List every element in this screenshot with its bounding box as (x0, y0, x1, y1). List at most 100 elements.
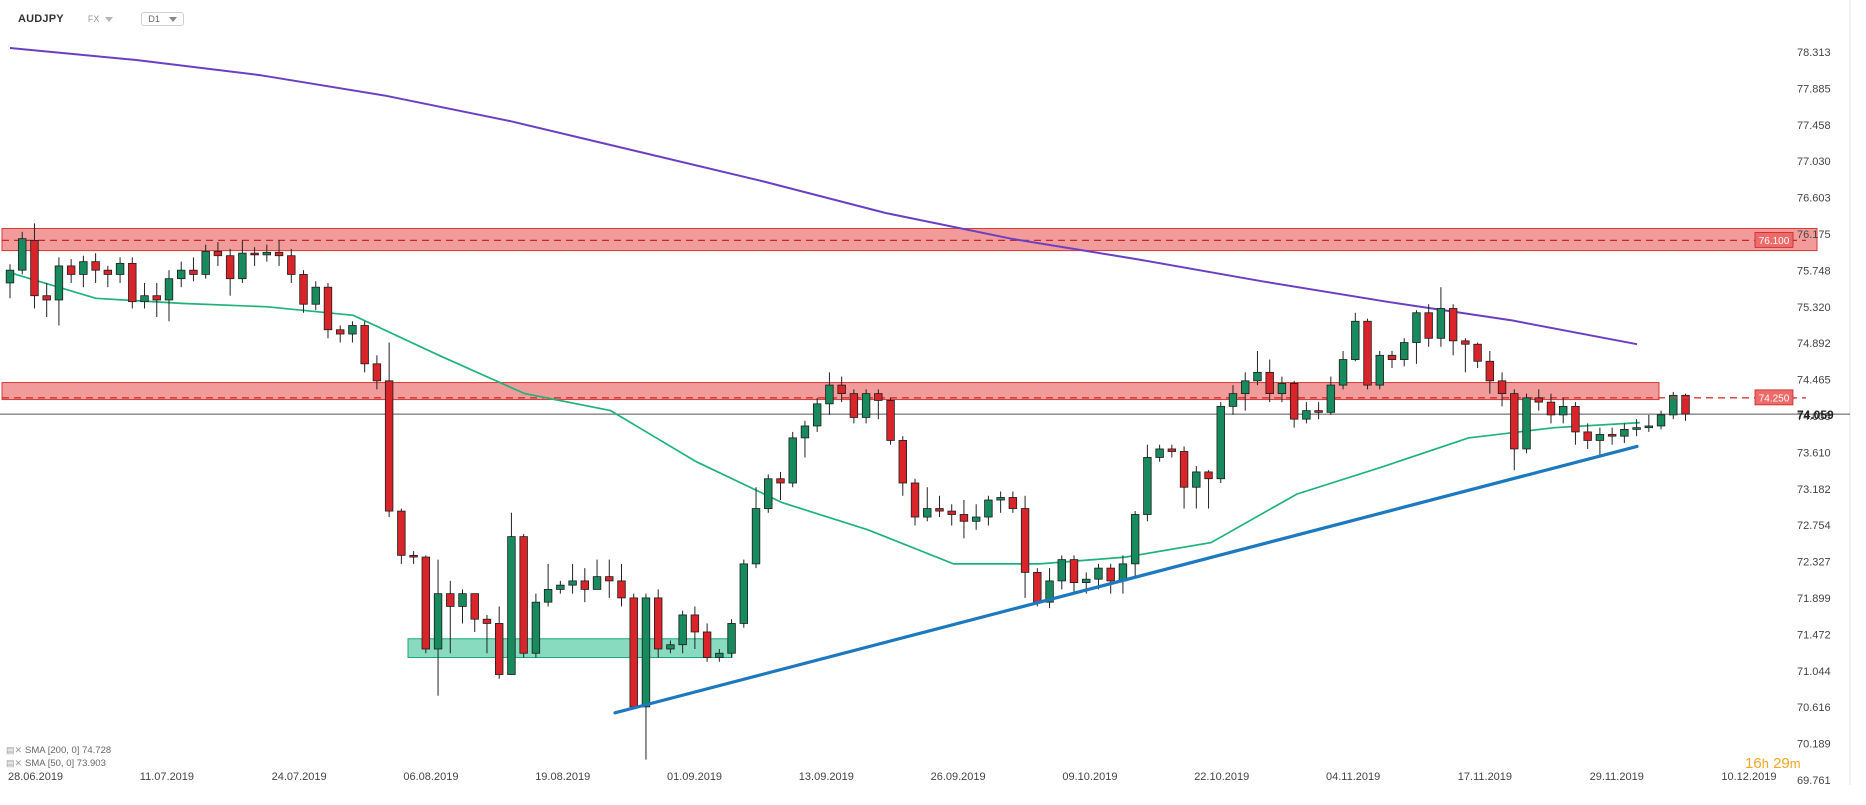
candle[interactable] (1314, 410, 1323, 413)
candle[interactable] (201, 251, 210, 275)
trendline[interactable] (613, 444, 1639, 715)
candle[interactable] (140, 295, 149, 303)
candle[interactable] (984, 499, 993, 518)
candle[interactable] (1546, 401, 1556, 416)
candle[interactable] (776, 478, 785, 484)
candle[interactable] (556, 584, 565, 590)
sma200-legend-item[interactable]: ▤✕ SMA [200, 0] 74.728 (6, 744, 111, 757)
candle[interactable] (1241, 380, 1250, 395)
candle[interactable] (1130, 514, 1140, 565)
candle[interactable] (1008, 497, 1018, 509)
candle[interactable] (531, 601, 541, 654)
candle[interactable] (519, 536, 528, 654)
candle[interactable] (1571, 405, 1580, 433)
candle[interactable] (507, 536, 516, 675)
candle[interactable] (751, 508, 761, 565)
candle[interactable] (164, 278, 174, 301)
candle[interactable] (115, 262, 125, 275)
candle[interactable] (605, 576, 614, 582)
candle[interactable] (727, 623, 736, 654)
candle[interactable] (837, 384, 846, 395)
candle[interactable] (360, 325, 369, 365)
candle[interactable] (1607, 434, 1617, 437)
candle[interactable] (238, 252, 247, 280)
market-dropdown-chevron-icon[interactable] (105, 16, 114, 22)
candle[interactable] (568, 580, 577, 586)
candle[interactable] (1094, 567, 1103, 580)
candle[interactable] (1020, 508, 1030, 573)
candle[interactable] (470, 593, 479, 620)
candle[interactable] (91, 261, 100, 271)
candle[interactable] (262, 251, 272, 256)
candle[interactable] (653, 597, 663, 650)
candle[interactable] (372, 363, 382, 382)
candle[interactable] (641, 597, 651, 708)
candle[interactable] (1216, 405, 1225, 480)
candle[interactable] (1253, 371, 1262, 382)
candle[interactable] (5, 269, 15, 284)
candle[interactable] (996, 497, 1005, 501)
candle[interactable] (1681, 394, 1690, 415)
candle[interactable] (1143, 457, 1152, 515)
candle[interactable] (629, 597, 638, 708)
candle[interactable] (1167, 448, 1177, 452)
candle[interactable] (1277, 382, 1287, 395)
candle[interactable] (409, 554, 418, 558)
candle[interactable] (30, 239, 39, 297)
candle[interactable] (1461, 340, 1470, 345)
candle[interactable] (1656, 414, 1666, 427)
candle[interactable] (1497, 380, 1507, 395)
candle[interactable] (250, 252, 259, 256)
candle[interactable] (189, 269, 198, 275)
candle[interactable] (1179, 451, 1189, 488)
candle[interactable] (1289, 382, 1299, 420)
candle[interactable] (849, 393, 859, 418)
candle[interactable] (1595, 434, 1605, 441)
candle[interactable] (715, 652, 724, 658)
candle[interactable] (1069, 559, 1079, 583)
candle[interactable] (910, 482, 920, 518)
candle[interactable] (666, 644, 675, 650)
candle[interactable] (311, 286, 320, 305)
candle[interactable] (1412, 312, 1421, 343)
candle[interactable] (152, 295, 161, 301)
candle[interactable] (42, 295, 51, 301)
candle[interactable] (617, 580, 626, 599)
candle[interactable] (812, 403, 822, 427)
candle[interactable] (861, 393, 871, 418)
candle[interactable] (1204, 471, 1213, 480)
candle[interactable] (18, 238, 27, 271)
candle[interactable] (103, 269, 113, 275)
candle[interactable] (1510, 393, 1519, 450)
candle[interactable] (1155, 448, 1164, 458)
candle[interactable] (348, 325, 357, 335)
candle[interactable] (1033, 571, 1042, 603)
candle[interactable] (764, 478, 773, 509)
candle[interactable] (1106, 567, 1115, 582)
settings-close-icon[interactable]: ▤✕ (6, 758, 23, 768)
candle[interactable] (323, 286, 333, 331)
candle[interactable] (1436, 308, 1446, 339)
candle[interactable] (128, 262, 137, 303)
candle[interactable] (702, 631, 712, 658)
candle[interactable] (825, 384, 834, 405)
candle[interactable] (1522, 397, 1531, 450)
candle[interactable] (79, 261, 88, 275)
sma50-legend-item[interactable]: ▤✕ SMA [50, 0] 73.903 (6, 757, 111, 770)
candle[interactable] (213, 251, 223, 257)
candle[interactable] (54, 265, 64, 301)
symbol-label[interactable]: AUDJPY (18, 13, 64, 25)
candle[interactable] (1387, 354, 1397, 360)
candle[interactable] (800, 425, 810, 439)
candle[interactable] (433, 593, 443, 650)
candle[interactable] (1192, 471, 1201, 488)
candle[interactable] (788, 437, 797, 484)
candle[interactable] (1485, 360, 1495, 382)
candle[interactable] (1228, 393, 1238, 407)
candle[interactable] (274, 251, 284, 257)
settings-close-icon[interactable]: ▤✕ (6, 745, 23, 755)
candle[interactable] (947, 510, 956, 515)
candle[interactable] (935, 508, 944, 512)
candle[interactable] (1082, 578, 1091, 583)
candle[interactable] (494, 623, 504, 675)
